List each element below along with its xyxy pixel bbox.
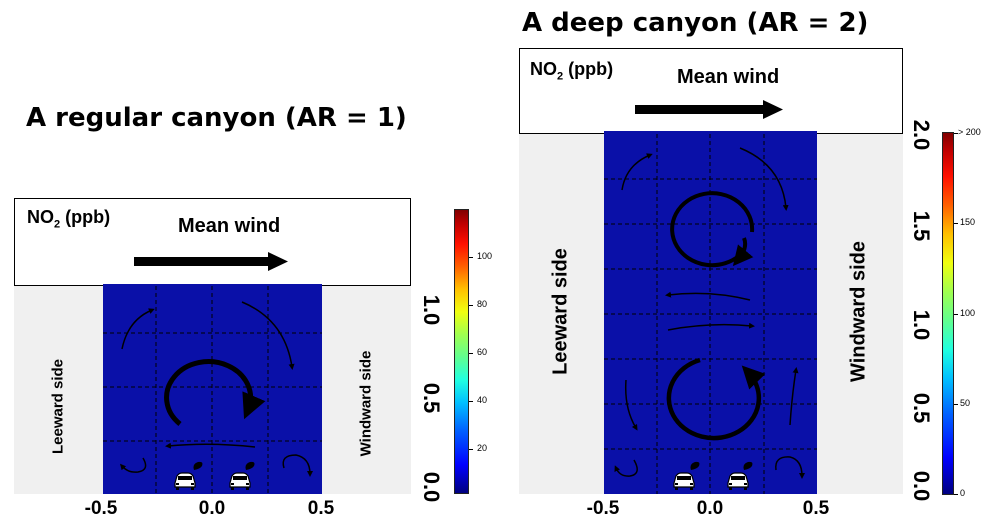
regular-no2-main: NO xyxy=(27,207,54,227)
regular-colorbar-tick: 60 xyxy=(477,347,488,357)
regular-colorbar-tickmark xyxy=(469,305,473,306)
deep-colorbar-tickmark xyxy=(954,494,958,495)
regular-car-icon xyxy=(229,461,255,491)
deep-windward-area xyxy=(817,134,903,494)
deep-upper-vortex-icon xyxy=(670,191,755,268)
deep-no2-sub: 2 xyxy=(557,70,564,83)
regular-leeward-area xyxy=(14,286,103,494)
regular-windward-area xyxy=(322,286,411,494)
regular-wind-arrow-icon xyxy=(134,252,288,271)
regular-no2-sub: 2 xyxy=(54,218,61,231)
deep-no2-unit: (ppb) xyxy=(563,59,614,79)
deep-x-tick: 0.0 xyxy=(696,498,724,519)
deep-colorbar-tick: 50 xyxy=(960,398,971,408)
deep-colorbar-tickmark xyxy=(954,223,958,224)
regular-colorbar-tickmark xyxy=(469,257,473,258)
regular-mean-wind-label: Mean wind xyxy=(178,215,281,237)
regular-vortex-icon xyxy=(164,359,266,426)
regular-colorbar-tickmark xyxy=(469,449,473,450)
deep-no2-label: NO2 (ppb) xyxy=(530,59,613,83)
regular-canyon-field xyxy=(103,284,322,494)
deep-mean-wind-label: Mean wind xyxy=(677,66,780,88)
deep-x-tick: 0.5 xyxy=(802,498,830,519)
regular-colorbar xyxy=(454,209,469,494)
deep-car-icon xyxy=(727,461,753,491)
deep-colorbar-tick: 100 xyxy=(960,308,976,318)
regular-colorbar-tick: 40 xyxy=(477,395,488,405)
regular-x-tick: 0.0 xyxy=(198,498,226,519)
deep-x-tick: -0.5 xyxy=(586,498,620,519)
regular-car-icon xyxy=(174,461,203,491)
deep-wind-box: NO2 (ppb) Mean wind xyxy=(519,48,903,134)
deep-leeward-area xyxy=(519,134,604,494)
regular-colorbar-tick: 20 xyxy=(477,443,488,453)
regular-colorbar-tick: 100 xyxy=(477,251,493,261)
deep-car-icon xyxy=(673,461,700,491)
regular-colorbar-tickmark xyxy=(469,353,473,354)
deep-canyon-title: A deep canyon (AR = 2) xyxy=(522,8,869,38)
regular-grid xyxy=(103,286,322,494)
deep-colorbar-tickmark xyxy=(954,314,958,315)
deep-flow-arrows xyxy=(614,147,805,479)
deep-wind-arrow-icon xyxy=(635,100,783,119)
regular-wind-box: NO2 (ppb) Mean wind xyxy=(14,198,411,286)
regular-no2-label: NO2 (ppb) xyxy=(27,207,110,231)
deep-colorbar xyxy=(942,132,954,495)
regular-colorbar-tickmark xyxy=(469,401,473,402)
regular-x-tick: 0.5 xyxy=(307,498,335,519)
deep-colorbar-tickmark xyxy=(954,404,958,405)
deep-lower-vortex-icon xyxy=(666,357,766,441)
deep-colorbar-tickmark xyxy=(954,133,958,134)
regular-colorbar-tick: 80 xyxy=(477,299,488,309)
deep-colorbar-tick: 0 xyxy=(960,488,966,498)
regular-no2-unit: (ppb) xyxy=(60,207,111,227)
regular-flow-arrows xyxy=(120,301,313,477)
deep-colorbar-tick: 150 xyxy=(960,217,976,227)
deep-no2-main: NO xyxy=(530,59,557,79)
regular-canyon-title: A regular canyon (AR = 1) xyxy=(26,103,407,133)
regular-x-tick: -0.5 xyxy=(84,498,118,519)
deep-colorbar-tick: > 200 xyxy=(958,127,981,137)
